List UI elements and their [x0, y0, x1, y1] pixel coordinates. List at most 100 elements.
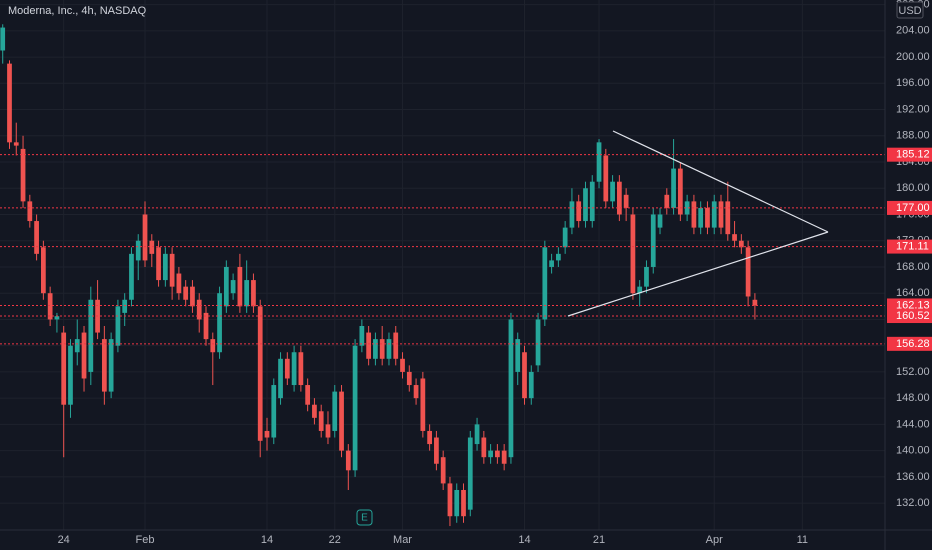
candle-body	[535, 319, 541, 366]
candle-body	[691, 201, 697, 228]
price-line-label: 160.52	[896, 310, 930, 322]
candle-body	[454, 489, 460, 517]
candle-body	[637, 286, 643, 294]
candle-body	[176, 273, 182, 294]
price-line-label-bg	[887, 200, 932, 215]
candle-body	[616, 181, 622, 215]
candle-body	[501, 450, 507, 464]
y-tick-label: 188.00	[896, 130, 930, 142]
candle-body	[528, 371, 534, 399]
candle-body	[291, 352, 297, 386]
candle-body	[156, 247, 161, 281]
candle-body	[650, 214, 656, 267]
candle-body	[40, 247, 46, 294]
candle-body	[20, 148, 26, 202]
earnings-box[interactable]	[356, 509, 373, 526]
candle-body	[738, 240, 744, 248]
y-tick-label: 144.00	[896, 418, 930, 430]
candle-body	[440, 457, 446, 484]
candle-body	[74, 339, 80, 353]
candle-body	[467, 437, 473, 510]
candle-body	[129, 253, 134, 300]
candle-body	[515, 339, 521, 372]
candle-body	[312, 404, 317, 418]
candle-body	[61, 332, 67, 405]
y-tick-label: 180.00	[896, 182, 930, 194]
candle-body	[190, 286, 195, 307]
candle-body	[115, 306, 121, 346]
candle-body	[406, 371, 412, 386]
candle-body	[298, 352, 304, 386]
candle-body	[162, 253, 168, 281]
price-line-label: 171.11	[896, 240, 929, 252]
candle-body	[223, 266, 229, 307]
chart-title: Moderna, Inc., 4h, NASDAQ	[8, 5, 147, 17]
currency[interactable]: USD	[898, 5, 921, 17]
candle-body	[379, 339, 385, 359]
candle-body	[508, 319, 514, 458]
candle-body	[318, 411, 324, 431]
axis-labels: 132.00 136.00 140.00 144.00 148.00 152.00 156.…	[58, 0, 932, 546]
candle-body	[284, 358, 290, 379]
x-tick-label: 14	[518, 534, 530, 546]
candle-body	[244, 280, 250, 307]
candle-body	[576, 201, 582, 222]
candle-body	[251, 280, 256, 307]
candle-body	[217, 293, 222, 353]
candle-body	[305, 385, 311, 405]
candle-body	[542, 247, 548, 320]
price-lines	[0, 154, 885, 345]
candle-body	[718, 201, 724, 228]
candle-body	[711, 201, 717, 228]
candle-body	[569, 201, 575, 228]
candle-body	[732, 234, 737, 241]
candle-body	[752, 299, 758, 306]
candle-body	[698, 207, 704, 228]
x-tick-label: 24	[58, 534, 70, 546]
candle-body	[657, 214, 663, 228]
candle-body	[644, 266, 649, 287]
candle-body	[108, 339, 114, 392]
candle-body	[562, 227, 568, 248]
candle-body	[203, 312, 209, 340]
price-line-label: 156.28	[896, 338, 930, 350]
x-tick-label: Feb	[136, 534, 155, 546]
candle-body	[325, 424, 331, 438]
candle-body	[583, 188, 588, 222]
candle-body	[549, 260, 554, 267]
candle-body	[413, 385, 419, 399]
candle-body	[101, 339, 107, 392]
y-tick-label: 132.00	[896, 497, 930, 509]
candle-body	[54, 316, 60, 320]
candle-body	[610, 181, 615, 202]
y-tick-label: 136.00	[896, 471, 930, 483]
candle-body	[677, 168, 683, 215]
currency-box[interactable]	[896, 1, 924, 19]
y-tick-label: 140.00	[896, 445, 930, 457]
candle-body	[481, 437, 487, 458]
triangle-drawing	[567, 130, 829, 317]
candle-body	[684, 201, 690, 215]
y-tick-label: 200.00	[896, 51, 930, 63]
candle-body	[705, 207, 710, 228]
candle-body	[596, 142, 602, 182]
candles	[0, 24, 758, 527]
candle-body	[122, 299, 128, 313]
price-line-label-bg	[887, 309, 932, 324]
x-tick-label: 21	[593, 534, 605, 546]
candle-body	[386, 339, 392, 359]
earnings-icon[interactable]: E	[356, 509, 373, 526]
candle-body	[230, 280, 236, 294]
candle-body	[142, 214, 148, 261]
earnings-label[interactable]: E	[361, 513, 368, 524]
candle-body	[393, 332, 399, 359]
candle-body	[27, 201, 33, 222]
candle-body	[68, 345, 73, 405]
candle-body	[671, 168, 676, 208]
candle-body	[81, 332, 87, 379]
candle-body	[603, 155, 609, 202]
candle-body	[345, 450, 351, 471]
